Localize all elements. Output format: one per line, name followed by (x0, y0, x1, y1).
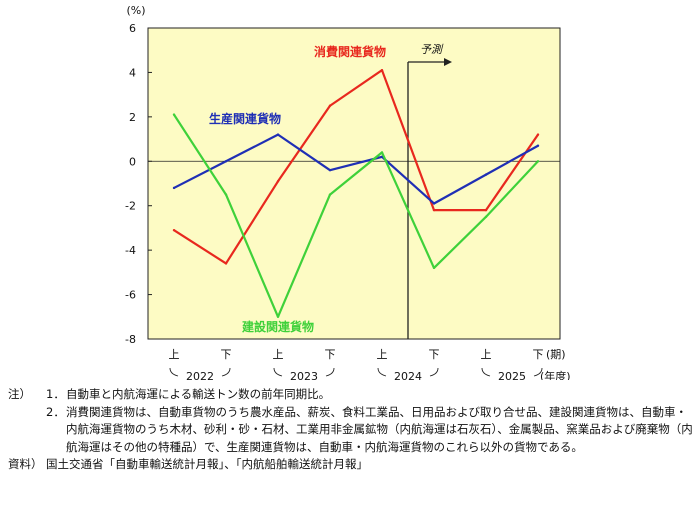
data-point (329, 105, 331, 107)
data-point (381, 69, 383, 71)
x-tick-label: 上 (481, 348, 492, 361)
data-point (485, 216, 487, 218)
source-text: 国土交通省「自動車輸送統計月報」、「内航船舶輸送統計月報」 (46, 456, 696, 474)
y-tick-label: 6 (129, 22, 136, 35)
year-bracket-right (430, 368, 438, 376)
notes-label: 注） (8, 386, 46, 404)
y-tick-label: -2 (125, 200, 136, 213)
data-point (329, 169, 331, 171)
series-label-1: 消費関連貨物 (314, 44, 386, 59)
data-point (277, 180, 279, 182)
note-text-1: 自動車と内航海運による輸送トン数の前年同期比。 (66, 386, 696, 404)
year-bracket-right (222, 368, 230, 376)
data-point (537, 160, 539, 162)
note-number-1: 1． (46, 386, 66, 404)
data-point (433, 267, 435, 269)
x-period-suffix: (期) (546, 348, 566, 361)
y-tick-label: -6 (125, 289, 136, 302)
data-point (173, 229, 175, 231)
y-tick-label: 0 (129, 155, 136, 168)
data-point (277, 133, 279, 135)
data-point (225, 193, 227, 195)
source-row: 資料） 国土交通省「自動車輸送統計月報」、「内航船舶輸送統計月報」 (8, 456, 696, 474)
year-bracket-left (170, 368, 178, 376)
y-tick-label: -8 (125, 333, 136, 346)
y-tick-label: 4 (129, 66, 136, 79)
source-label: 資料） (8, 456, 46, 474)
x-tick-label: 上 (273, 348, 284, 361)
data-point (485, 209, 487, 211)
note-number-2: 2． (46, 404, 66, 457)
x-tick-label: 下 (429, 348, 440, 361)
y-tick-label: 2 (129, 111, 136, 124)
chart-area: 6 4 2 0 -2 -4 -6 -8 (%) 上下上下上下上下 (期) 2022 2023 2024 20… (0, 0, 700, 380)
data-point (381, 151, 383, 153)
series-label-3: 建設関連貨物 (241, 319, 314, 334)
y-tick-label: -4 (125, 244, 136, 257)
x-tick-label: 下 (221, 348, 232, 361)
x-year-suffix: (年度) (540, 369, 571, 380)
data-point (225, 160, 227, 162)
x-tick-label: 上 (169, 348, 180, 361)
year-label: 2025 (498, 370, 526, 380)
forecast-label: 予測 (420, 43, 444, 56)
x-tick-label: 上 (377, 348, 388, 361)
data-point (433, 202, 435, 204)
year-bracket-left (378, 368, 386, 376)
data-point (329, 193, 331, 195)
series-label-2: 生産関連貨物 (209, 111, 281, 126)
line-chart: 6420-2-4-6-8(%)上下上下上下上下 (期)2022 2023 2024 20… (0, 0, 700, 380)
year-label: 2023 (290, 370, 318, 380)
data-point (485, 173, 487, 175)
data-point (173, 113, 175, 115)
year-bracket-right (326, 368, 334, 376)
data-point (225, 262, 227, 264)
data-point (173, 187, 175, 189)
data-point (537, 133, 539, 135)
plot-background (148, 28, 560, 339)
footnotes: 注） 1． 自動車と内航海運による輸送トン数の前年同期比。 2． 消費関連貨物は… (8, 386, 696, 474)
year-bracket-left (482, 368, 490, 376)
note-text-2: 消費関連貨物は、自動車貨物のうち農水産品、薪炭、食料工業品、日用品および取り合せ… (66, 404, 696, 457)
year-label: 2022 (186, 370, 214, 380)
year-bracket-left (274, 368, 282, 376)
note-row-1: 注） 1． 自動車と内航海運による輸送トン数の前年同期比。 (8, 386, 696, 404)
data-point (537, 145, 539, 147)
data-point (433, 209, 435, 211)
x-tick-label: 下 (325, 348, 336, 361)
data-point (277, 316, 279, 318)
y-unit-label: (%) (126, 4, 145, 17)
year-label: 2024 (394, 370, 422, 380)
x-tick-label: 下 (533, 348, 544, 361)
note-row-2: 2． 消費関連貨物は、自動車貨物のうち農水産品、薪炭、食料工業品、日用品および取… (8, 404, 696, 457)
